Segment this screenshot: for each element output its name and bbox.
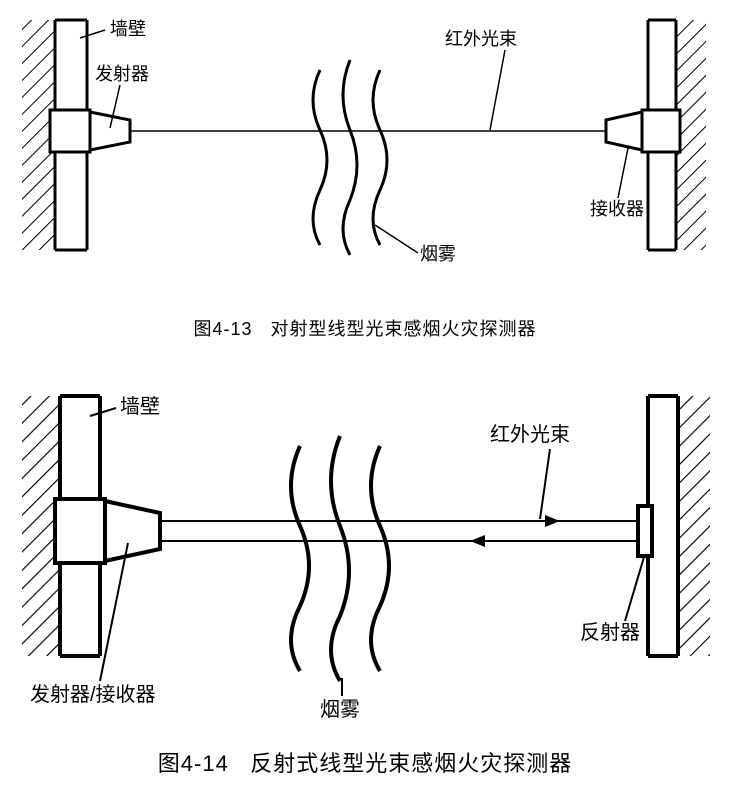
receiver-device	[606, 110, 680, 152]
receiver-leader	[618, 148, 628, 198]
beam-out-arrow	[545, 515, 560, 527]
fig2-title: 反射式线型光束感烟火灾探测器	[250, 751, 572, 776]
fig1-number: 图4-13	[193, 319, 252, 339]
reflector-leader	[625, 557, 644, 621]
transceiver-device	[55, 499, 160, 563]
emitter-device	[50, 110, 130, 152]
figure-4-14-svg: 墙壁 红外光束 反射器 发射器/接收器 烟雾	[0, 371, 730, 731]
reflector-label: 反射器	[580, 621, 640, 644]
wall-label-2: 墙壁	[120, 395, 160, 418]
figure-4-14: 墙壁 红外光束 反射器 发射器/接收器 烟雾 图4-14 反射式线型光束感烟火灾…	[0, 371, 730, 778]
figure-4-13-svg: 墙壁 发射器 红外光束 烟雾 接收器	[0, 0, 730, 300]
beam-label: 红外光束	[445, 29, 517, 49]
beam-label-2: 红外光束	[490, 423, 570, 446]
right-wall-2	[648, 396, 710, 656]
smoke-leader	[375, 225, 418, 253]
emitter-label: 发射器	[95, 64, 149, 84]
reflector-device	[638, 506, 652, 556]
receiver-label: 接收器	[590, 199, 644, 219]
beam-back-arrow	[470, 535, 485, 547]
beam-leader	[490, 50, 505, 130]
page-container: 墙壁 发射器 红外光束 烟雾 接收器 图4-13 对射型线型光束感烟火灾探测器	[0, 0, 730, 778]
beam-leader-2	[540, 449, 550, 519]
figure-4-14-caption: 图4-14 反射式线型光束感烟火灾探测器	[0, 746, 730, 778]
figure-4-13-caption: 图4-13 对射型线型光束感烟火灾探测器	[0, 315, 730, 341]
wall-label: 墙壁	[110, 19, 146, 39]
fig1-title: 对射型线型光束感烟火灾探测器	[271, 319, 537, 339]
smoke-label-2: 烟雾	[320, 698, 360, 721]
fig2-number: 图4-14	[158, 751, 229, 776]
transceiver-label: 发射器/接收器	[30, 683, 156, 706]
smoke-label: 烟雾	[420, 244, 456, 264]
smoke-waves-2	[291, 436, 389, 681]
figure-4-13: 墙壁 发射器 红外光束 烟雾 接收器 图4-13 对射型线型光束感烟火灾探测器	[0, 0, 730, 341]
